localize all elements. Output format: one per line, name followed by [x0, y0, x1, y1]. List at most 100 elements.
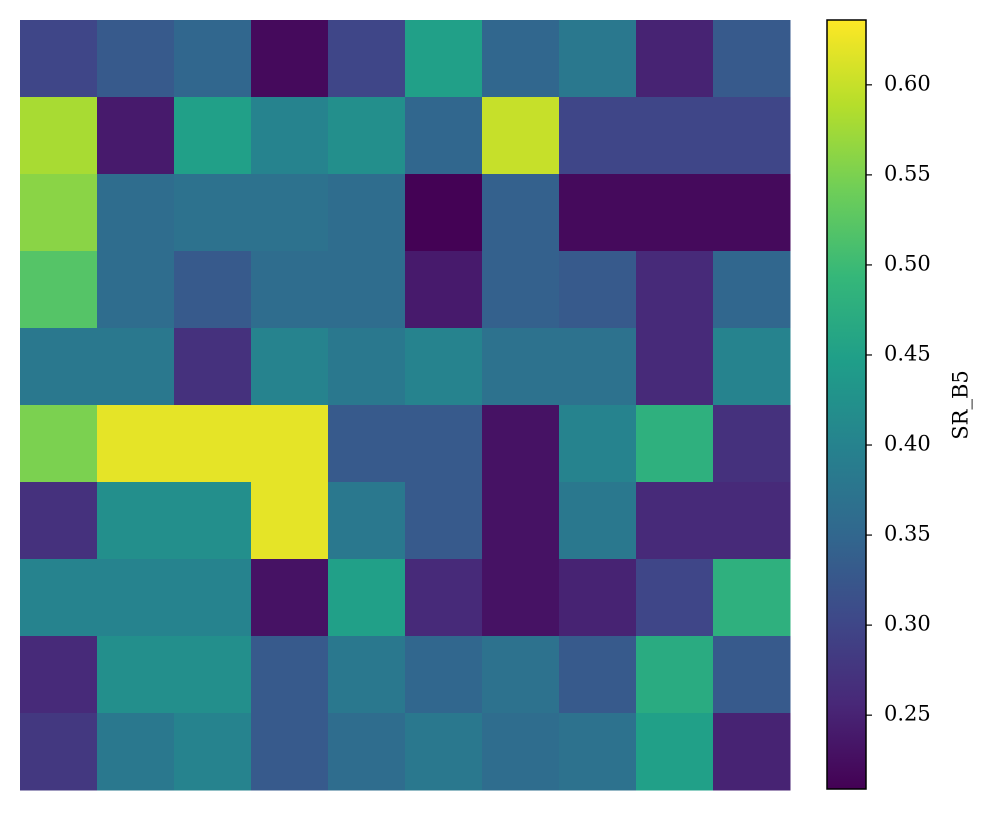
pixel-cell — [174, 482, 252, 560]
pixel-cell — [251, 20, 329, 98]
pixel-cell — [559, 405, 637, 483]
pixel-cell — [97, 174, 175, 252]
pixel-cell — [251, 97, 329, 175]
pixel-cell — [559, 97, 637, 175]
pixel-cell — [636, 174, 714, 252]
pixel-cell — [559, 559, 637, 637]
pixel-cell — [559, 20, 637, 98]
pixel-cell — [20, 405, 98, 483]
pixel-cell — [20, 482, 98, 560]
pixel-cell — [405, 559, 483, 637]
pixel-cell — [20, 559, 98, 637]
colorbar-tick-label: 0.35 — [884, 522, 931, 546]
pixel-cell — [713, 174, 791, 252]
pixel-cell — [713, 20, 791, 98]
pixel-cell — [636, 559, 714, 637]
pixel-cell — [713, 328, 791, 406]
pixel-cell — [20, 636, 98, 714]
pixel-cell — [251, 251, 329, 329]
pixel-cell — [482, 97, 560, 175]
colorbar-tick-label: 0.45 — [884, 341, 931, 365]
pixel-cell — [20, 251, 98, 329]
pixel-cell — [559, 482, 637, 560]
pixel-cell — [328, 20, 406, 98]
pixel-cell — [251, 328, 329, 406]
pixel-cell — [328, 174, 406, 252]
pixel-cell — [20, 713, 98, 791]
pixel-cell — [482, 251, 560, 329]
pixel-cell — [174, 328, 252, 406]
pixel-cell — [559, 174, 637, 252]
pixel-cell — [713, 97, 791, 175]
colorbar-tick-label: 0.60 — [884, 71, 931, 95]
pixel-cell — [559, 636, 637, 714]
pixel-cell — [713, 482, 791, 560]
pixel-cell — [328, 559, 406, 637]
pixel-cell — [636, 20, 714, 98]
pixel-cell — [405, 636, 483, 714]
pixel-cell — [97, 328, 175, 406]
pixel-cell — [251, 559, 329, 637]
pixel-cell — [328, 713, 406, 791]
pixel-cell — [482, 482, 560, 560]
pixel-cell — [97, 482, 175, 560]
pixel-cell — [174, 251, 252, 329]
pixel-cell — [636, 482, 714, 560]
pixel-cell — [482, 559, 560, 637]
pixel-cell — [251, 482, 329, 560]
pixel-cell — [405, 20, 483, 98]
pixel-cell — [328, 482, 406, 560]
pixel-cell — [482, 328, 560, 406]
pixel-cell — [405, 174, 483, 252]
pixel-cell — [251, 636, 329, 714]
pixel-cell — [97, 636, 175, 714]
pixel-cell — [251, 713, 329, 791]
pixel-cell — [97, 251, 175, 329]
image — [20, 20, 791, 791]
pixel-cell — [174, 97, 252, 175]
colorbar — [826, 19, 867, 790]
pixel-cell — [405, 251, 483, 329]
pixel-cell — [328, 328, 406, 406]
pixel-cell — [636, 328, 714, 406]
pixel-cell — [174, 636, 252, 714]
colorbar-tick-label: 0.50 — [884, 251, 931, 275]
pixel-cell — [713, 559, 791, 637]
pixel-cell — [559, 328, 637, 406]
pixel-cell — [328, 251, 406, 329]
pixel-cell — [251, 174, 329, 252]
pixel-cell — [20, 97, 98, 175]
pixel-cell — [20, 174, 98, 252]
pixel-cell — [636, 636, 714, 714]
pixel-cell — [713, 405, 791, 483]
pixel-cell — [482, 405, 560, 483]
pixel-cell — [405, 405, 483, 483]
pixel-cell — [20, 328, 98, 406]
pixel-cell — [636, 713, 714, 791]
pixel-cell — [97, 713, 175, 791]
pixel-cell — [559, 713, 637, 791]
pixel-cell — [482, 713, 560, 791]
pixel-cell — [97, 405, 175, 483]
pixel-cell — [174, 405, 252, 483]
pixel-cell — [636, 405, 714, 483]
pixel-cell — [328, 636, 406, 714]
pixel-cell — [405, 328, 483, 406]
pixel-cell — [405, 97, 483, 175]
pixel-cell — [328, 405, 406, 483]
colorbar-label: SR_B5 — [949, 370, 973, 440]
pixel-cell — [482, 636, 560, 714]
pixel-cell — [405, 482, 483, 560]
pixel-cell — [405, 713, 483, 791]
pixel-cell — [174, 20, 252, 98]
pixel-cell — [97, 20, 175, 98]
colorbar-tick-label: 0.55 — [884, 161, 931, 185]
pixel-cell — [636, 97, 714, 175]
pixel-cell — [174, 174, 252, 252]
pixel-cell — [713, 251, 791, 329]
pixel-cell — [482, 174, 560, 252]
pixel-cell — [559, 251, 637, 329]
pixel-cell — [713, 713, 791, 791]
colorbar-tick-label: 0.30 — [884, 612, 931, 636]
